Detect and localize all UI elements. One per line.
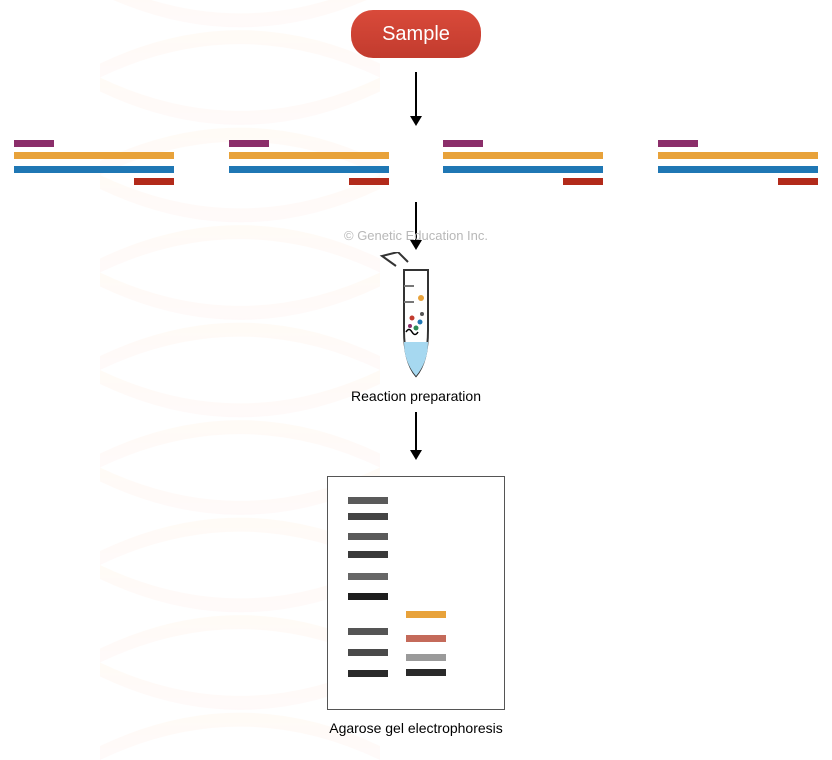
gel-ladder-band (348, 533, 388, 540)
sample-badge: Sample (351, 10, 481, 58)
strand-top (14, 152, 174, 159)
arrow-tube-to-gel (406, 410, 426, 462)
strand-bot (229, 166, 389, 173)
primer-top (14, 140, 54, 147)
primer-top (443, 140, 483, 147)
primer-top (229, 140, 269, 147)
arrow-fragments-to-tube (406, 200, 426, 252)
gel-ladder-band (348, 649, 388, 656)
gel-sample-band (406, 611, 446, 618)
dna-fragments-row (14, 140, 818, 198)
reaction-preparation-label: Reaction preparation (351, 388, 481, 404)
dna-fragment (658, 140, 818, 198)
strand-bot (658, 166, 818, 173)
primer-bot (778, 178, 818, 185)
gel-sample-band (406, 635, 446, 642)
arrow-sample-to-fragments (406, 70, 426, 128)
gel-ladder-band (348, 628, 388, 635)
gel-ladder-band (348, 497, 388, 504)
gel-title-label: Agarose gel electrophoresis (329, 720, 503, 736)
primer-top (658, 140, 698, 147)
strand-top (443, 152, 603, 159)
gel-sample-band (406, 654, 446, 661)
watermark-text: © Genetic Education Inc. (344, 228, 488, 243)
reaction-tube-icon (376, 252, 456, 382)
strand-bot (14, 166, 174, 173)
dna-fragment (229, 140, 389, 198)
dna-fragment (443, 140, 603, 198)
gel-ladder-band (348, 670, 388, 677)
strand-top (658, 152, 818, 159)
gel-ladder-band (348, 513, 388, 520)
sample-badge-label: Sample (382, 23, 450, 46)
strand-top (229, 152, 389, 159)
gel-electrophoresis-panel (327, 476, 505, 710)
gel-ladder-band (348, 551, 388, 558)
gel-ladder-band (348, 573, 388, 580)
strand-bot (443, 166, 603, 173)
primer-bot (563, 178, 603, 185)
primer-bot (349, 178, 389, 185)
primer-bot (134, 178, 174, 185)
gel-ladder-band (348, 593, 388, 600)
dna-fragment (14, 140, 174, 198)
gel-sample-band (406, 669, 446, 676)
